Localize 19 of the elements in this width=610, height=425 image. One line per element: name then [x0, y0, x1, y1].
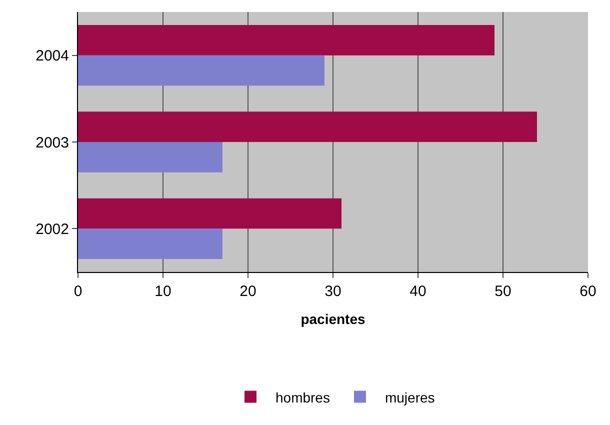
x-tick-label: 50	[494, 283, 512, 300]
x-tick-label: 20	[240, 283, 256, 300]
bar	[78, 198, 342, 229]
bar	[78, 55, 324, 86]
x-tick-label: 0	[74, 283, 82, 300]
legend-label: mujeres	[384, 389, 435, 406]
bar	[78, 25, 494, 56]
x-tick-label: 40	[410, 283, 426, 300]
x-tick-label: 10	[154, 283, 172, 300]
y-tick-label: 2004	[36, 48, 69, 65]
bar	[78, 112, 537, 142]
y-tick-label: 2002	[36, 220, 69, 238]
bar	[78, 228, 222, 259]
y-tick-label: 2003	[36, 134, 69, 152]
x-tick-label: 60	[580, 283, 596, 300]
x-axis-title: pacientes	[300, 311, 366, 327]
x-tick-label: 30	[324, 283, 342, 300]
bar	[78, 142, 222, 172]
legend-label: hombres	[276, 389, 330, 406]
